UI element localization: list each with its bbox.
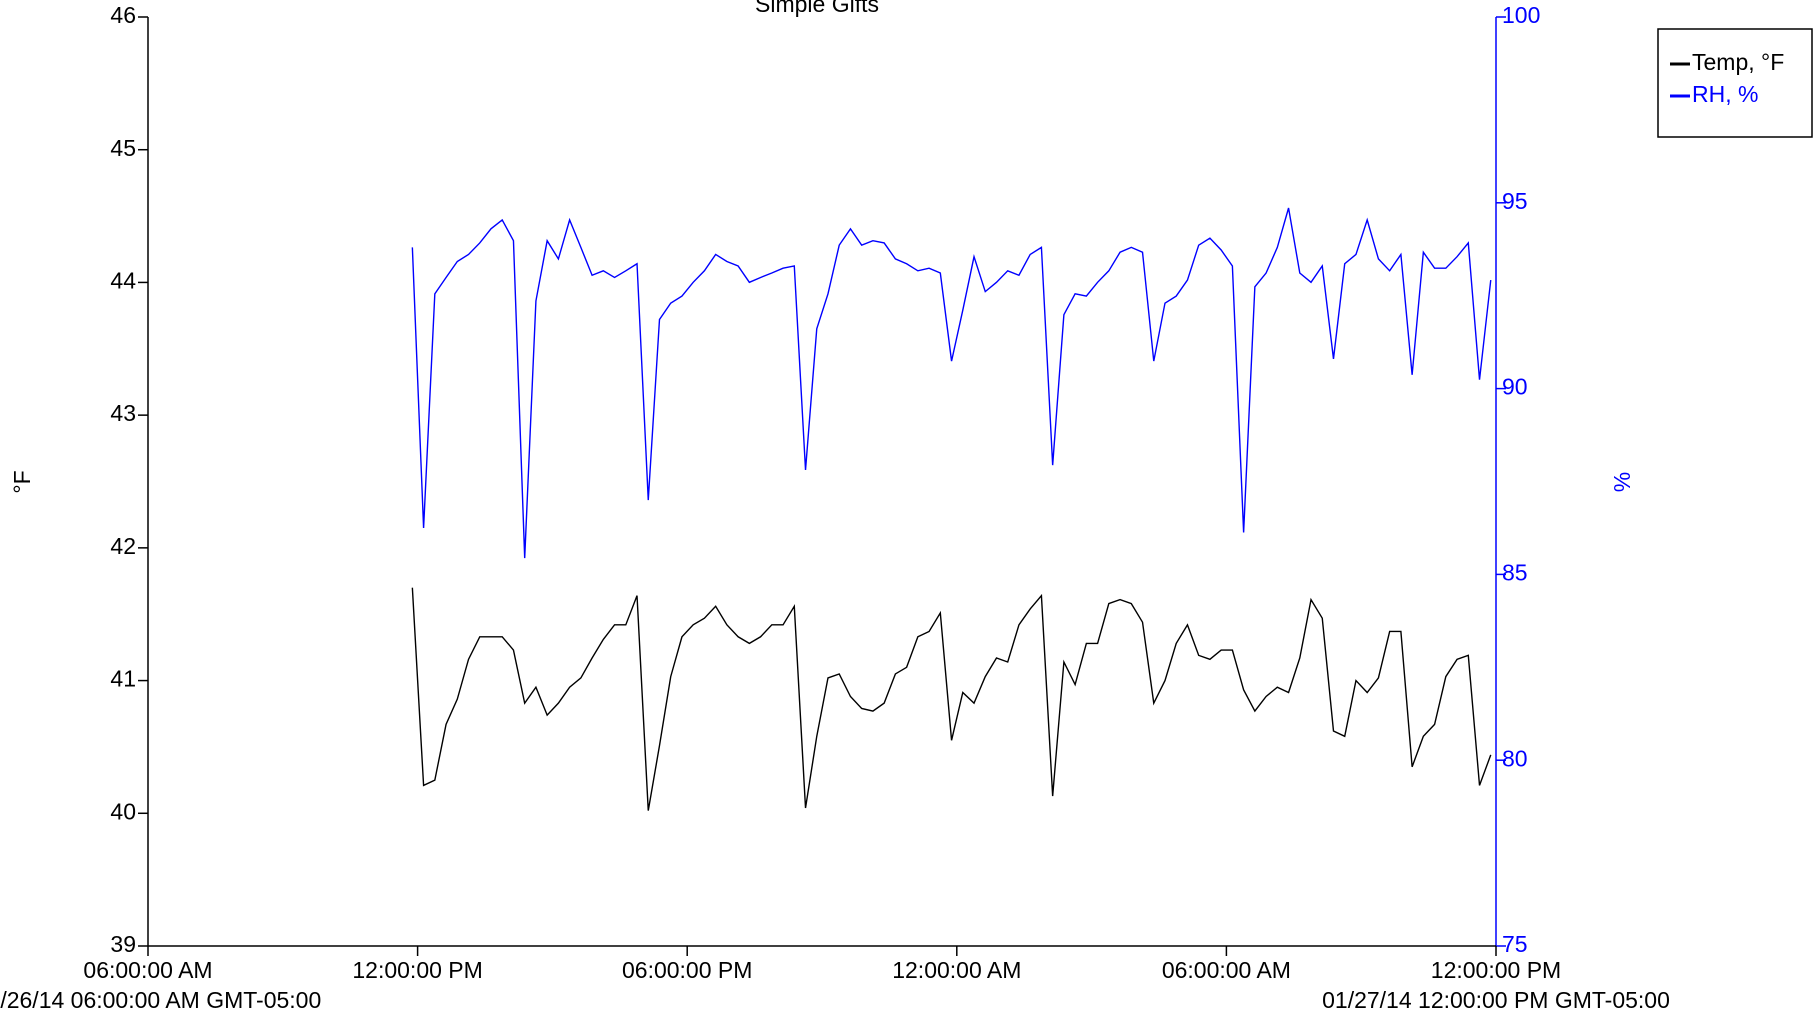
legend-label: Temp, °F (1692, 49, 1784, 75)
x-end-label: 01/27/14 12:00:00 PM GMT-05:00 (1322, 987, 1670, 1013)
x-tick-label: 12:00:00 PM (1431, 957, 1561, 983)
y-tick-label: 42 (110, 533, 136, 559)
x-tick-label: 06:00:00 AM (83, 957, 212, 983)
y-tick-label: 40 (110, 798, 136, 824)
y-tick-label: 43 (110, 400, 136, 426)
y2-tick-label: 85 (1502, 559, 1528, 585)
y-tick-label: 39 (110, 931, 136, 957)
x-tick-label: 06:00:00 PM (622, 957, 752, 983)
legend-box (1657, 28, 1813, 138)
x-tick-label: 12:00:00 AM (892, 957, 1021, 983)
y2-tick-label: 95 (1502, 188, 1528, 214)
x-tick-label: 06:00:00 AM (1162, 957, 1291, 983)
y-tick-label: 44 (110, 268, 136, 294)
x-start-label: 01/26/14 06:00:00 AM GMT-05:00 (0, 987, 321, 1013)
y-tick-label: 41 (110, 666, 136, 692)
x-tick-label: 12:00:00 PM (352, 957, 482, 983)
series-line (411, 207, 1492, 559)
y2-tick-label: 80 (1502, 745, 1528, 771)
y2-axis-label: % (1609, 472, 1635, 492)
legend-label: RH, % (1692, 81, 1758, 107)
y-tick-label: 45 (110, 135, 136, 161)
y2-tick-label: 100 (1502, 2, 1540, 28)
y2-tick-label: 75 (1502, 931, 1528, 957)
y2-tick-label: 90 (1502, 374, 1528, 400)
y-tick-label: 46 (110, 2, 136, 28)
y-axis-label: °F (9, 470, 35, 493)
series-line (411, 587, 1492, 811)
chart-title: Simple Gifts (755, 0, 879, 17)
